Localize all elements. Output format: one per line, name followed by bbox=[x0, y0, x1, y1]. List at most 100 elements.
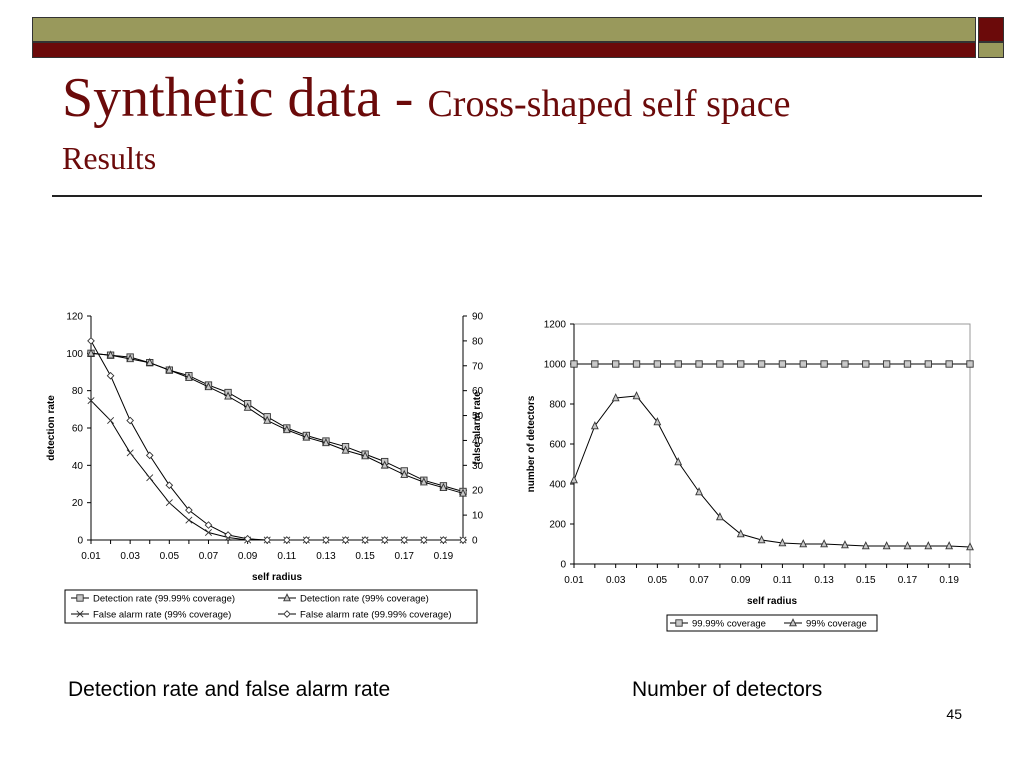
data-point bbox=[243, 402, 252, 411]
title-divider bbox=[52, 195, 982, 197]
data-point bbox=[380, 536, 389, 544]
data-point bbox=[439, 536, 448, 544]
data-point bbox=[322, 438, 330, 447]
data-point bbox=[653, 360, 662, 368]
legend-entry: False alarm rate (99.99% coverage) bbox=[300, 610, 452, 621]
y-tick-label: 0 bbox=[77, 536, 83, 547]
data-point bbox=[882, 541, 891, 550]
detectors-count-chart: 0 200 400 600 800 1000 1200 0.01 0.03 0.05 0.07 0.0… bbox=[526, 320, 974, 632]
header-maroon-bar bbox=[32, 42, 976, 58]
data-point bbox=[400, 469, 409, 478]
x-tick-label: 0.11 bbox=[277, 551, 296, 562]
x-tick-label: 0.01 bbox=[81, 551, 101, 562]
y2-tick-label: 90 bbox=[472, 312, 484, 323]
x-tick-label: 0.05 bbox=[648, 575, 668, 586]
x-tick-label: 0.13 bbox=[316, 551, 336, 562]
y-tick-label: 100 bbox=[66, 349, 83, 360]
y2-tick-label: 40 bbox=[472, 436, 484, 447]
x-tick-label: 0.01 bbox=[564, 575, 584, 586]
x-axis-title: self radius bbox=[747, 596, 797, 607]
data-point bbox=[126, 416, 134, 425]
data-point bbox=[243, 534, 252, 543]
data-point bbox=[695, 360, 703, 368]
data-point bbox=[126, 354, 135, 363]
data-point bbox=[106, 371, 115, 380]
data-point bbox=[302, 432, 311, 441]
y-tick-label: 400 bbox=[549, 480, 566, 491]
data-point bbox=[400, 536, 409, 544]
data-point bbox=[945, 541, 954, 550]
data-point bbox=[653, 417, 662, 426]
y-tick-label: 200 bbox=[549, 520, 566, 531]
data-point bbox=[611, 393, 620, 402]
data-point bbox=[924, 360, 932, 368]
header-olive-bar bbox=[32, 17, 976, 42]
data-point bbox=[341, 445, 350, 454]
series-99-99-coverage bbox=[570, 360, 974, 368]
slide-title-sub: Cross-shaped self space bbox=[427, 83, 791, 125]
data-point bbox=[778, 360, 787, 368]
series-detection-rate-99-coverage bbox=[87, 348, 467, 497]
slide-title-main: Synthetic data - bbox=[62, 67, 428, 129]
data-point bbox=[126, 449, 134, 457]
series-99-coverage bbox=[570, 391, 974, 551]
legend-marker bbox=[675, 619, 683, 627]
data-point bbox=[282, 425, 291, 434]
data-point bbox=[716, 360, 724, 368]
data-point bbox=[757, 535, 766, 544]
data-point bbox=[924, 541, 933, 550]
y-tick-label: 800 bbox=[549, 400, 566, 411]
data-point bbox=[341, 536, 350, 544]
data-point bbox=[165, 365, 174, 374]
y-tick-label: 80 bbox=[72, 386, 84, 397]
x-tick-label: 0.15 bbox=[856, 575, 876, 586]
x-tick-label: 0.03 bbox=[606, 575, 626, 586]
series-false-alarm-rate-99-coverage bbox=[87, 397, 467, 544]
data-point bbox=[612, 360, 620, 368]
chart-legend: 99.99% coverage 99% coverage bbox=[666, 614, 878, 632]
data-point bbox=[903, 541, 912, 550]
y-tick-label: 1200 bbox=[544, 320, 567, 331]
data-point bbox=[695, 487, 703, 496]
data-point bbox=[861, 541, 870, 550]
caption-left: Detection rate and false alarm rate bbox=[68, 678, 391, 701]
data-point bbox=[145, 357, 154, 366]
data-point bbox=[715, 512, 724, 521]
data-point bbox=[674, 457, 683, 466]
data-point bbox=[737, 360, 745, 368]
data-point bbox=[736, 529, 745, 538]
x-tick-label: 0.07 bbox=[199, 551, 219, 562]
data-point bbox=[224, 391, 232, 400]
data-point bbox=[87, 337, 95, 345]
x-tick-label: 0.19 bbox=[434, 551, 454, 562]
data-point bbox=[459, 488, 467, 497]
x-tick-label: 0.11 bbox=[773, 575, 792, 586]
caption-right: Number of detectors bbox=[632, 678, 823, 701]
y-axis-title: detection rate bbox=[46, 395, 57, 461]
data-point bbox=[282, 536, 291, 544]
data-point bbox=[322, 536, 330, 544]
legend-marker bbox=[283, 610, 291, 618]
y2-tick-label: 80 bbox=[472, 336, 484, 347]
data-point bbox=[361, 536, 369, 544]
header-olive-square bbox=[978, 42, 1004, 58]
y-tick-label: 40 bbox=[72, 461, 84, 472]
data-point bbox=[185, 516, 193, 524]
data-point bbox=[87, 348, 95, 357]
x-axis-title: self radius bbox=[252, 572, 302, 583]
y2-tick-label: 60 bbox=[472, 386, 484, 397]
data-point bbox=[632, 360, 641, 368]
x-tick-label: 0.07 bbox=[689, 575, 709, 586]
data-point bbox=[590, 421, 599, 430]
data-point bbox=[570, 475, 578, 484]
data-point bbox=[966, 542, 974, 551]
data-point bbox=[146, 474, 154, 482]
legend-entry: Detection rate (99.99% coverage) bbox=[93, 594, 235, 605]
series-line bbox=[573, 395, 971, 548]
y2-axis-title: false alarm rate bbox=[472, 391, 483, 465]
data-point bbox=[302, 536, 311, 544]
data-point bbox=[204, 521, 213, 529]
data-point bbox=[632, 391, 641, 400]
slide-subtitle: Results bbox=[62, 140, 157, 176]
data-point bbox=[882, 360, 891, 368]
